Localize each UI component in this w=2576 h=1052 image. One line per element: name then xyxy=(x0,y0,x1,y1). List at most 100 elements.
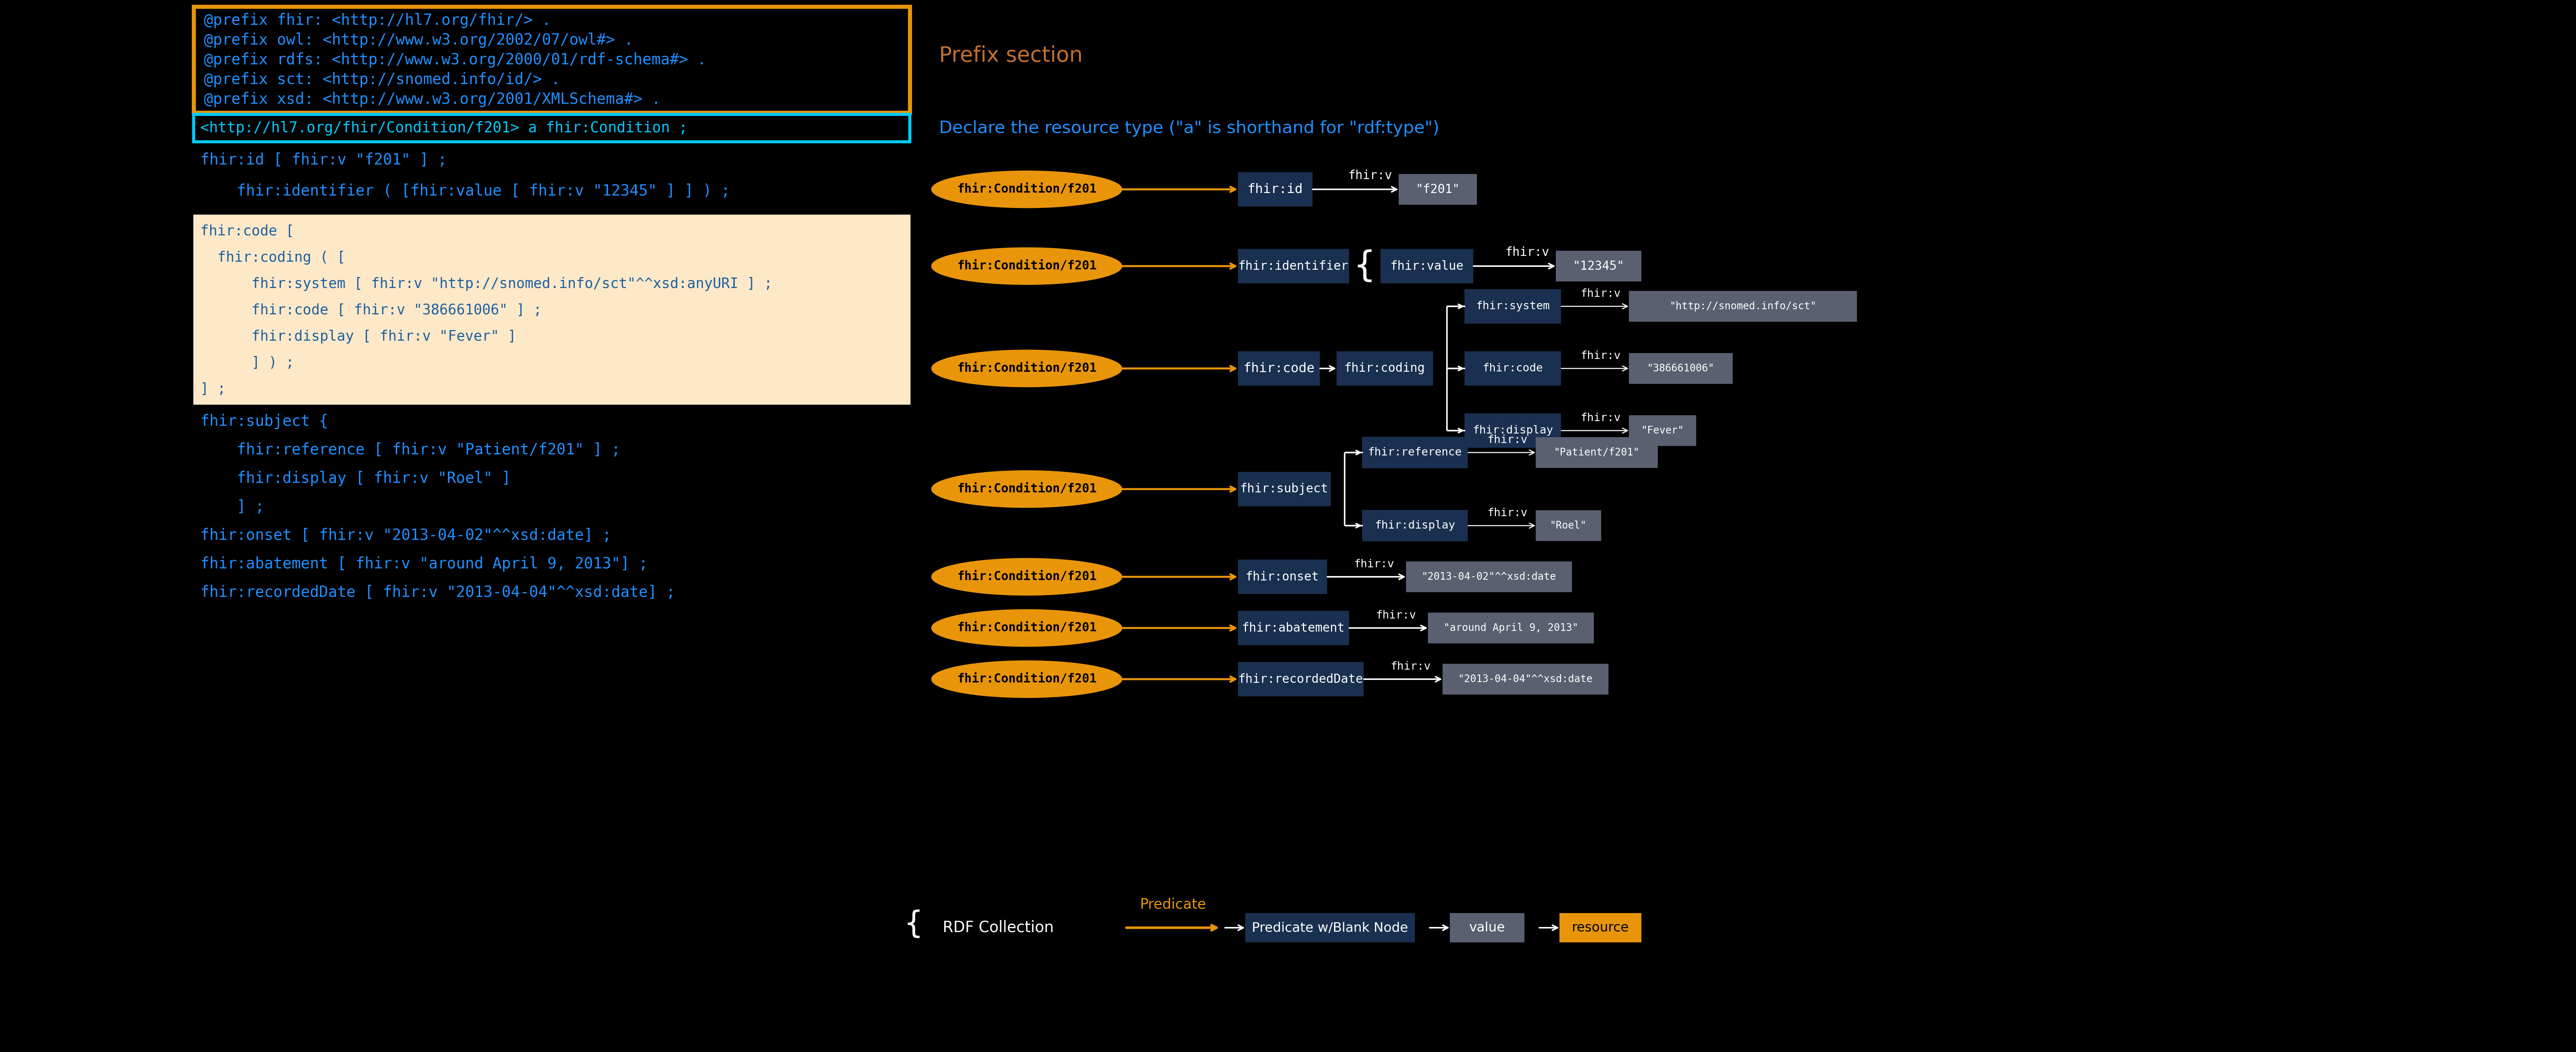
Bar xyxy=(1239,561,1327,593)
Text: Predicate w/Blank Node: Predicate w/Blank Node xyxy=(1252,922,1409,934)
Text: @prefix fhir: <http://hl7.org/fhir/> .: @prefix fhir: <http://hl7.org/fhir/> . xyxy=(204,13,551,28)
Text: fhir:Condition/f201: fhir:Condition/f201 xyxy=(956,622,1097,634)
Text: fhir:code [: fhir:code [ xyxy=(201,224,294,239)
Text: fhir:recordedDate [ fhir:v "2013-04-04"^^xsd:date] ;: fhir:recordedDate [ fhir:v "2013-04-04"^… xyxy=(201,585,675,601)
Text: fhir:recordedDate: fhir:recordedDate xyxy=(1239,673,1363,685)
Text: "Roel": "Roel" xyxy=(1551,521,1587,531)
Text: fhir:v: fhir:v xyxy=(1579,288,1620,299)
Text: fhir:abatement [ fhir:v "around April 9, 2013"] ;: fhir:abatement [ fhir:v "around April 9,… xyxy=(201,557,647,571)
Text: fhir:v: fhir:v xyxy=(1391,661,1430,671)
Bar xyxy=(193,6,909,113)
Text: fhir:coding ( [: fhir:coding ( [ xyxy=(201,250,345,265)
Text: ] ) ;: ] ) ; xyxy=(201,356,294,370)
Text: fhir:v: fhir:v xyxy=(1355,559,1394,569)
Text: fhir:onset: fhir:onset xyxy=(1247,571,1319,583)
Bar xyxy=(1363,438,1468,467)
Text: fhir:v: fhir:v xyxy=(1376,610,1417,621)
Bar xyxy=(193,115,909,142)
Text: fhir:id [ fhir:v "f201" ] ;: fhir:id [ fhir:v "f201" ] ; xyxy=(201,153,446,167)
Bar xyxy=(1466,352,1561,385)
Bar xyxy=(1561,914,1641,942)
Bar xyxy=(1247,914,1414,942)
Ellipse shape xyxy=(933,559,1121,595)
Text: fhir:identifier ( [fhir:value [ fhir:v "12345" ] ] ) ;: fhir:identifier ( [fhir:value [ fhir:v "… xyxy=(201,183,729,199)
Bar xyxy=(1239,249,1347,283)
Text: fhir:subject: fhir:subject xyxy=(1239,483,1329,495)
Text: @prefix rdfs: <http://www.w3.org/2000/01/rdf-schema#> .: @prefix rdfs: <http://www.w3.org/2000/01… xyxy=(204,53,706,67)
Text: fhir:v: fhir:v xyxy=(1347,169,1391,182)
Ellipse shape xyxy=(933,171,1121,207)
Text: "http://snomed.info/sct": "http://snomed.info/sct" xyxy=(1669,301,1816,311)
Text: fhir:reference [ fhir:v "Patient/f201" ] ;: fhir:reference [ fhir:v "Patient/f201" ]… xyxy=(201,442,621,458)
Bar xyxy=(1535,438,1656,467)
Text: fhir:Condition/f201: fhir:Condition/f201 xyxy=(956,260,1097,272)
Text: fhir:value: fhir:value xyxy=(1391,260,1463,272)
Text: fhir:display: fhir:display xyxy=(1376,521,1455,531)
Text: <http://hl7.org/fhir/Condition/f201> a fhir:Condition ;: <http://hl7.org/fhir/Condition/f201> a f… xyxy=(201,121,688,136)
Bar xyxy=(1466,290,1561,323)
Text: fhir:v: fhir:v xyxy=(1579,412,1620,423)
Bar xyxy=(1399,175,1476,204)
Text: "Fever": "Fever" xyxy=(1641,425,1685,436)
Text: value: value xyxy=(1468,922,1504,934)
Text: fhir:code [ fhir:v "386661006" ] ;: fhir:code [ fhir:v "386661006" ] ; xyxy=(201,303,541,318)
Bar xyxy=(1363,510,1468,541)
Text: fhir:system [ fhir:v "http://snomed.info/sct"^^xsd:anyURI ] ;: fhir:system [ fhir:v "http://snomed.info… xyxy=(201,277,773,291)
Bar xyxy=(193,215,909,405)
Text: resource: resource xyxy=(1571,922,1628,934)
Text: fhir:subject {: fhir:subject { xyxy=(201,413,327,429)
Text: fhir:Condition/f201: fhir:Condition/f201 xyxy=(956,183,1097,196)
Text: fhir:display: fhir:display xyxy=(1473,425,1553,436)
Text: fhir:id: fhir:id xyxy=(1247,183,1303,196)
Ellipse shape xyxy=(933,248,1121,284)
Text: fhir:onset [ fhir:v "2013-04-02"^^xsd:date] ;: fhir:onset [ fhir:v "2013-04-02"^^xsd:da… xyxy=(201,528,611,543)
Ellipse shape xyxy=(933,610,1121,646)
Text: @prefix sct: <http://snomed.info/id/> .: @prefix sct: <http://snomed.info/id/> . xyxy=(204,72,559,87)
Bar xyxy=(1631,353,1731,383)
Text: fhir:identifier: fhir:identifier xyxy=(1239,260,1350,272)
Text: "12345": "12345" xyxy=(1574,260,1625,272)
Text: "386661006": "386661006" xyxy=(1646,363,1716,373)
Bar xyxy=(193,144,909,211)
Text: Predicate: Predicate xyxy=(1139,897,1206,911)
Bar xyxy=(1631,291,1857,321)
Bar xyxy=(1430,613,1592,643)
Text: "2013-04-02"^^xsd:date: "2013-04-02"^^xsd:date xyxy=(1422,571,1556,582)
Ellipse shape xyxy=(933,471,1121,507)
Text: {: { xyxy=(904,909,922,938)
Bar xyxy=(1239,352,1319,385)
Bar xyxy=(1239,663,1363,695)
Bar xyxy=(1406,562,1571,591)
Text: fhir:v: fhir:v xyxy=(1486,434,1528,445)
Bar xyxy=(1450,914,1522,942)
Text: fhir:code: fhir:code xyxy=(1484,363,1543,373)
Text: fhir:Condition/f201: fhir:Condition/f201 xyxy=(956,673,1097,685)
Text: fhir:display [ fhir:v "Roel" ]: fhir:display [ fhir:v "Roel" ] xyxy=(201,471,510,486)
Text: fhir:Condition/f201: fhir:Condition/f201 xyxy=(956,571,1097,583)
Bar xyxy=(1381,249,1473,283)
Text: "2013-04-04"^^xsd:date: "2013-04-04"^^xsd:date xyxy=(1458,674,1592,684)
Bar xyxy=(193,405,909,613)
Text: fhir:coding: fhir:coding xyxy=(1345,363,1425,375)
Text: @prefix xsd: <http://www.w3.org/2001/XMLSchema#> .: @prefix xsd: <http://www.w3.org/2001/XML… xyxy=(204,92,659,107)
Text: RDF Collection: RDF Collection xyxy=(943,920,1054,935)
Text: ] ;: ] ; xyxy=(201,500,265,514)
Bar xyxy=(1239,611,1347,645)
Bar xyxy=(1239,472,1329,506)
Text: fhir:Condition/f201: fhir:Condition/f201 xyxy=(956,483,1097,495)
Bar xyxy=(1535,511,1600,541)
Text: fhir:abatement: fhir:abatement xyxy=(1242,622,1345,634)
Text: fhir:system: fhir:system xyxy=(1476,301,1551,311)
Text: Prefix section: Prefix section xyxy=(940,45,1082,66)
Text: fhir:Condition/f201: fhir:Condition/f201 xyxy=(956,363,1097,375)
Ellipse shape xyxy=(933,350,1121,387)
Ellipse shape xyxy=(933,661,1121,697)
Text: fhir:v: fhir:v xyxy=(1504,246,1548,258)
Text: fhir:code: fhir:code xyxy=(1244,362,1314,375)
Text: fhir:v: fhir:v xyxy=(1486,507,1528,519)
Bar xyxy=(1443,665,1607,693)
Text: @prefix owl: <http://www.w3.org/2002/07/owl#> .: @prefix owl: <http://www.w3.org/2002/07/… xyxy=(204,33,634,48)
Text: fhir:v: fhir:v xyxy=(1579,350,1620,361)
Bar xyxy=(1337,352,1432,385)
Bar xyxy=(1466,414,1561,447)
